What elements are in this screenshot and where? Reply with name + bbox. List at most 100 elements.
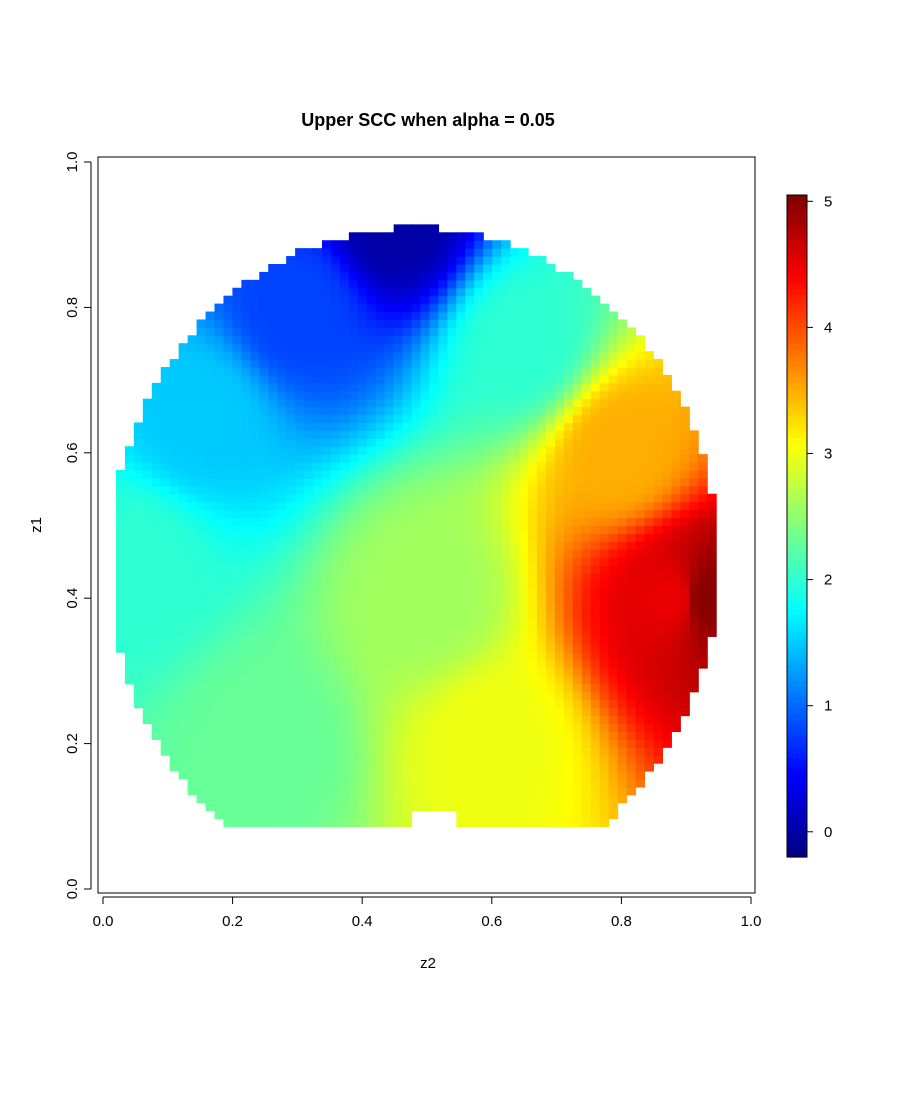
heatmap-cell [160,660,171,669]
heatmap-cell [250,406,260,416]
heatmap-cell [205,374,216,384]
heatmap-cell [304,572,314,582]
heatmap-cell [501,620,511,630]
heatmap-cell [590,818,601,828]
heatmap-cell [519,248,529,257]
heatmap-cell [671,485,681,495]
heatmap-cell [142,509,153,519]
heatmap-cell [196,446,207,455]
heatmap-cell [528,620,538,630]
heatmap-cell [384,287,395,297]
heatmap-cell [474,652,484,661]
heatmap-cell [115,620,126,630]
heatmap-cell [375,580,386,590]
heatmap-cell [357,802,368,812]
heatmap-cell [608,596,619,606]
heatmap-cell [528,263,538,273]
heatmap-cell [447,620,457,630]
heatmap-cell [259,572,269,582]
heatmap-cell [590,763,601,772]
heatmap-cell [510,327,520,336]
heatmap-cell [187,652,198,661]
heatmap-cell [411,660,422,669]
heatmap-cell [268,287,278,297]
heatmap-cell [151,446,162,455]
heatmap-cell [393,414,404,424]
heatmap-cell [313,715,323,725]
heatmap-cell [581,311,592,321]
heatmap-cell [250,557,260,566]
heatmap-cell [384,739,395,748]
heatmap-cell [286,263,296,273]
heatmap-cell [501,398,511,408]
heatmap-cell [519,287,529,297]
heatmap-cell [492,525,502,534]
heatmap-cell [483,620,493,630]
heatmap-cell [653,406,663,416]
y-tick-label: 0.2 [64,733,81,754]
heatmap-cell [205,699,216,709]
heatmap-cell [653,580,663,590]
heatmap-cell [232,525,242,534]
heatmap-cell [510,763,520,772]
heatmap-cell [510,438,520,447]
heatmap-cell [330,652,341,661]
heatmap-cell [644,691,655,701]
heatmap-cell [115,588,126,598]
heatmap-cell [321,343,332,352]
heatmap-cell [268,572,278,582]
heatmap-cell [662,612,672,622]
heatmap-cell [330,462,341,471]
heatmap-cell [286,763,296,772]
heatmap-cell [241,660,251,669]
heatmap-cell [330,612,341,622]
colorbar-segment [787,410,807,417]
heatmap-cell [662,414,672,424]
heatmap-cell [492,303,502,313]
heatmap-cell [241,612,251,622]
heatmap-cell [536,771,547,780]
heatmap-cell [223,485,234,495]
heatmap-cell [223,675,234,685]
heatmap-cell [608,390,619,400]
heatmap-cell [653,731,663,740]
heatmap-cell [599,771,610,780]
heatmap-cell [510,668,520,677]
heatmap-cell [178,699,189,709]
heatmap-cell [510,501,520,511]
heatmap-cell [438,763,448,772]
heatmap-cell [545,723,556,733]
heatmap-cell [259,327,269,336]
heatmap-cell [196,414,207,424]
heatmap-cell [250,818,260,828]
heatmap-cell [295,747,305,756]
heatmap-cell [644,406,655,416]
heatmap-cell [142,557,153,566]
heatmap-cell [653,596,663,606]
heatmap-cell [187,596,198,606]
heatmap-cell [447,786,457,796]
heatmap-cell [617,572,628,582]
heatmap-cell [590,335,601,344]
heatmap-cell [483,747,493,756]
heatmap-cell [205,683,216,693]
heatmap-cell [474,628,484,637]
heatmap-cell [214,802,225,812]
heatmap-cell [456,319,466,328]
heatmap-cell [357,707,368,717]
heatmap-cell [528,588,538,598]
heatmap-cell [169,691,180,701]
heatmap-cell [268,691,278,701]
heatmap-cell [196,390,207,400]
heatmap-cell [241,303,251,313]
heatmap-cell [259,596,269,606]
heatmap-cell [366,493,377,503]
heatmap-cell [474,818,484,828]
heatmap-cell [339,462,350,471]
heatmap-cell [492,715,502,725]
heatmap-cell [447,343,457,352]
heatmap-cell [545,715,556,725]
heatmap-cell [402,802,413,812]
heatmap-cell [689,430,699,439]
heatmap-cell [572,406,583,416]
